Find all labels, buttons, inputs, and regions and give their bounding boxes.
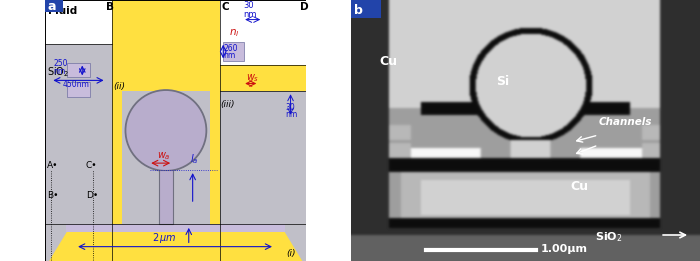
Text: $2\,\mu m$: $2\,\mu m$ xyxy=(152,231,177,245)
Bar xyxy=(220,0,306,65)
Text: (ii): (ii) xyxy=(113,82,125,91)
Text: b: b xyxy=(354,4,363,17)
Text: $n_l$: $n_l$ xyxy=(229,27,240,39)
Bar xyxy=(223,42,244,61)
Text: $w_s$: $w_s$ xyxy=(246,72,260,84)
Text: C: C xyxy=(221,2,229,12)
Text: nm: nm xyxy=(243,10,256,19)
Text: $l_a$: $l_a$ xyxy=(190,152,199,166)
Text: 260: 260 xyxy=(223,44,238,53)
Bar xyxy=(67,82,90,97)
Bar xyxy=(66,224,286,232)
Circle shape xyxy=(125,90,206,171)
Bar xyxy=(112,0,220,224)
Text: $w_a$: $w_a$ xyxy=(158,150,171,162)
Text: C•: C• xyxy=(85,161,97,170)
Bar xyxy=(67,63,90,77)
Text: D: D xyxy=(300,2,308,12)
Bar xyxy=(46,0,63,12)
Text: 250: 250 xyxy=(53,59,67,68)
Bar xyxy=(46,0,112,44)
Text: 30: 30 xyxy=(243,1,253,10)
Text: D•: D• xyxy=(85,191,98,200)
Text: A: A xyxy=(48,2,55,12)
Bar xyxy=(220,65,306,91)
Polygon shape xyxy=(49,224,302,261)
Text: A•: A• xyxy=(48,161,59,170)
Text: Si: Si xyxy=(496,75,509,88)
Text: Fluid: Fluid xyxy=(48,6,78,16)
Bar xyxy=(351,0,382,18)
Text: Cu: Cu xyxy=(379,55,398,68)
Text: 30: 30 xyxy=(286,103,295,112)
Text: (i): (i) xyxy=(286,249,296,258)
Text: nm: nm xyxy=(53,67,65,76)
Text: SiO$_2$: SiO$_2$ xyxy=(596,230,623,244)
Text: SiO$_2$: SiO$_2$ xyxy=(48,66,69,80)
Text: a: a xyxy=(48,1,56,13)
Text: B: B xyxy=(106,2,114,12)
Polygon shape xyxy=(159,170,173,224)
Bar xyxy=(122,91,210,224)
Text: Channels: Channels xyxy=(598,117,652,127)
Text: (iii): (iii) xyxy=(220,100,235,109)
Text: Cu: Cu xyxy=(570,180,589,193)
Text: 450nm: 450nm xyxy=(62,80,89,90)
Text: nm: nm xyxy=(286,110,298,119)
Text: 1.00μm: 1.00μm xyxy=(540,244,587,254)
Text: B•: B• xyxy=(48,191,59,200)
Text: nm: nm xyxy=(223,51,235,60)
